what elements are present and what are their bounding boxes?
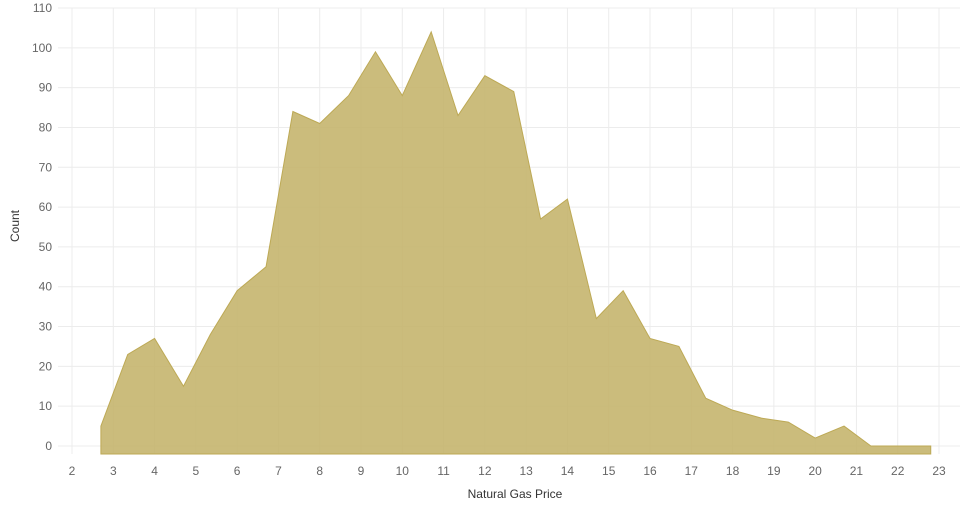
- y-tick-label: 70: [39, 160, 53, 174]
- x-tick-label: 8: [316, 464, 323, 478]
- x-tick-label: 13: [519, 464, 533, 478]
- y-tick-label: 0: [45, 439, 52, 453]
- y-tick-label: 100: [32, 41, 52, 55]
- x-tick-label: 20: [808, 464, 822, 478]
- x-tick-label: 6: [234, 464, 241, 478]
- y-tick-label: 20: [39, 359, 53, 373]
- y-tick-label: 60: [39, 200, 53, 214]
- y-axis-title: Count: [8, 209, 22, 242]
- y-tick-label: 30: [39, 320, 53, 334]
- plot-area: [100, 30, 932, 455]
- x-tick-label: 14: [561, 464, 575, 478]
- y-tick-label: 10: [39, 399, 53, 413]
- x-tick-label: 7: [275, 464, 282, 478]
- y-tick-label: 90: [39, 81, 53, 95]
- x-tick-label: 3: [110, 464, 117, 478]
- x-tick-label: 9: [358, 464, 365, 478]
- x-tick-label: 22: [891, 464, 905, 478]
- x-tick-label: 4: [151, 464, 158, 478]
- x-tick-label: 16: [643, 464, 657, 478]
- x-axis-ticks: 2 3 4 5 6 7 8 9 10 11 12 13 14 15 16 17 18 19 20 21 22 23: [69, 464, 946, 478]
- x-tick-label: 10: [396, 464, 410, 478]
- x-tick-label: 19: [767, 464, 781, 478]
- x-tick-label: 15: [602, 464, 616, 478]
- x-tick-label: 23: [932, 464, 946, 478]
- x-tick-label: 11: [437, 464, 450, 478]
- y-tick-label: 110: [33, 1, 52, 15]
- y-axis-ticks: 0 10 20 30 40 50 60 70 80 90 100 110: [32, 1, 52, 453]
- y-tick-label: 80: [39, 120, 53, 134]
- x-tick-label: 21: [850, 464, 864, 478]
- x-tick-label: 5: [193, 464, 200, 478]
- x-tick-label: 18: [726, 464, 740, 478]
- y-tick-label: 40: [39, 280, 53, 294]
- y-tick-label: 50: [39, 240, 53, 254]
- area-series: [100, 30, 932, 455]
- x-axis-title: Natural Gas Price: [468, 487, 563, 501]
- x-tick-label: 2: [69, 464, 76, 478]
- x-tick-label: 12: [478, 464, 492, 478]
- x-tick-label: 17: [685, 464, 699, 478]
